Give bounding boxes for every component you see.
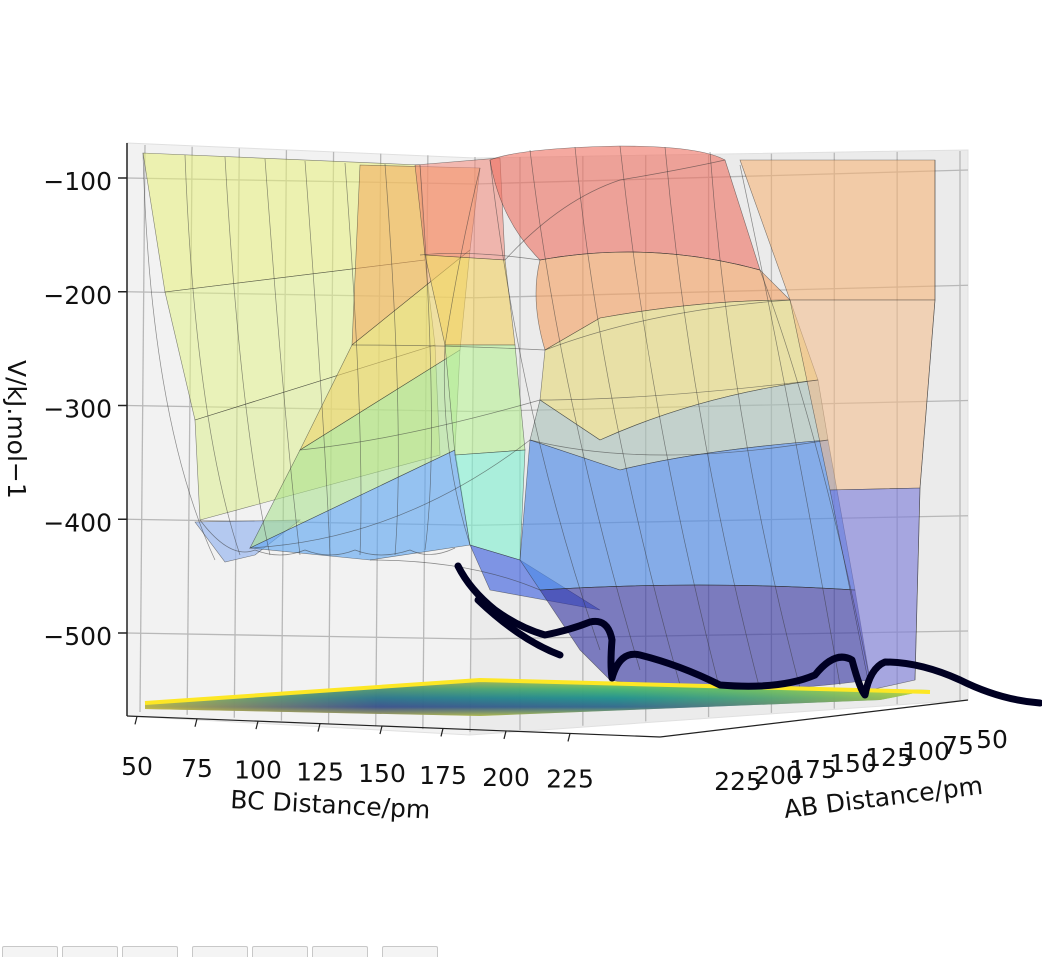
surface-mesh-lines — [142, 145, 936, 691]
x-tick-label: 150 — [358, 759, 406, 788]
y-tick-label: 125 — [865, 743, 913, 772]
y-tick-label: 75 — [942, 731, 974, 760]
mesh-line — [142, 152, 216, 561]
x-tick-label: 225 — [546, 765, 594, 794]
y-tick-label: 175 — [789, 755, 837, 784]
x-tick-mark — [194, 718, 198, 727]
contour-floor-edge — [144, 677, 931, 705]
mesh-line — [504, 159, 726, 261]
mesh-line — [914, 160, 936, 681]
x-tick-label: 200 — [482, 763, 530, 792]
x-tick-label: 75 — [181, 754, 213, 783]
mesh-line — [529, 149, 641, 671]
mesh-line — [299, 379, 819, 451]
z-tick-label: −500 — [43, 622, 112, 651]
y-tick-label: 100 — [902, 737, 950, 766]
mesh-line — [759, 269, 871, 681]
grid-line-x — [139, 144, 146, 713]
x-axis-label: BC Distance/pm — [230, 785, 431, 824]
z-axis-ticks: −100 −200 −300 −400 −500 — [43, 167, 127, 651]
mesh-line — [419, 251, 761, 271]
mesh-line — [351, 299, 791, 351]
grid-line-z — [126, 632, 476, 640]
x-tick-mark — [567, 733, 571, 742]
x-axis-line — [126, 715, 661, 738]
mesh-line — [344, 162, 362, 556]
mesh-line — [199, 519, 456, 556]
mesh-line — [619, 145, 721, 691]
mesh-line — [489, 159, 601, 651]
surface-patch-channel-green — [444, 344, 526, 456]
mesh-line — [224, 156, 271, 556]
mesh-line — [664, 146, 761, 691]
x-tick-label: 100 — [234, 756, 282, 785]
z-tick-label: −400 — [43, 508, 112, 537]
z-tick-label: −200 — [43, 281, 112, 310]
toolbar-separator — [372, 946, 378, 956]
mesh-line — [419, 164, 432, 551]
z-axis-label: V/kJ.mol−1 — [2, 360, 31, 499]
mesh-line — [304, 160, 331, 556]
x-tick-mark — [503, 730, 507, 740]
mesh-line — [574, 146, 681, 686]
mesh-line — [709, 151, 801, 689]
mesh-line — [443, 167, 481, 546]
x-axis-ticks: 50 75 100 125 150 175 200 225 — [121, 716, 594, 794]
y-tick-label: 200 — [754, 761, 802, 790]
trajectory — [454, 562, 1042, 707]
mesh-line — [184, 154, 241, 556]
surface-patch-ridge-blue — [519, 439, 856, 591]
x-tick-mark — [255, 721, 259, 730]
x-tick-mark — [317, 723, 321, 732]
y-tick-label: 50 — [976, 725, 1008, 754]
toolbar-separator — [182, 946, 188, 956]
x-tick-mark — [134, 716, 138, 725]
z-tick-label: −100 — [43, 167, 112, 196]
mesh-line — [264, 158, 301, 556]
plot-toolbar — [0, 946, 1042, 958]
mesh-line — [249, 439, 829, 549]
x-tick-label: 50 — [121, 752, 153, 781]
trajectory-path-main — [454, 562, 1042, 707]
mesh-line — [739, 164, 841, 686]
x-tick-label: 125 — [296, 757, 344, 786]
floor-axis-lines — [126, 699, 969, 738]
mesh-line — [369, 559, 856, 591]
z-tick-label: −300 — [43, 395, 112, 424]
x-tick-mark — [440, 728, 444, 737]
y-tick-label: 225 — [714, 767, 762, 796]
x-tick-mark — [379, 725, 383, 735]
x-tick-label: 175 — [419, 761, 467, 790]
surface — [142, 145, 936, 691]
y-tick-label: 150 — [829, 749, 877, 778]
mesh-line — [384, 163, 399, 556]
trajectory-path-branch — [474, 596, 564, 659]
y-axis-line — [659, 699, 969, 738]
